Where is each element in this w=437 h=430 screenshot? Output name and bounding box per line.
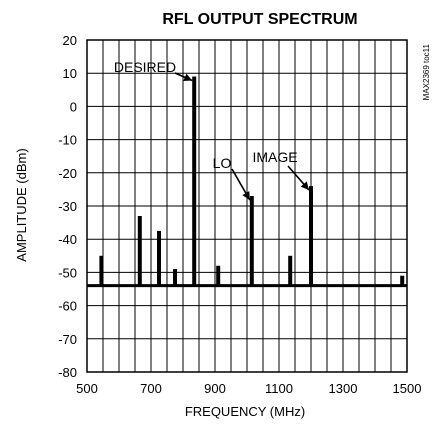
y-tick-label: -30 <box>58 199 77 214</box>
x-tick-label: 1100 <box>265 381 293 396</box>
annotation-label: LO <box>213 155 232 171</box>
y-tick-label: -20 <box>58 166 77 181</box>
spectral-peaks <box>87 76 407 288</box>
chart-title: RFL OUTPUT SPECTRUM <box>162 11 357 28</box>
x-tick-label: 500 <box>76 381 98 396</box>
y-tick-label: 20 <box>63 33 77 48</box>
x-axis-label: FREQUENCY (MHz) <box>185 404 305 419</box>
y-tick-label: -10 <box>58 133 77 148</box>
y-tick-label: -40 <box>58 232 77 247</box>
y-axis-label: AMPLITUDE (dBm) <box>14 148 29 261</box>
y-tick-label: -50 <box>58 265 77 280</box>
annotation-arrowhead <box>183 73 193 81</box>
y-tick-label: -60 <box>58 299 77 314</box>
annotations: DESIRED LO IMAGE <box>114 59 310 201</box>
y-tick-label: 0 <box>70 99 77 114</box>
x-tick-label: 700 <box>140 381 162 396</box>
plot-frame <box>86 39 408 373</box>
y-tick-label: -80 <box>58 365 77 380</box>
annotation-arrowhead <box>300 181 309 191</box>
x-tick-label: 1300 <box>329 381 358 396</box>
grid <box>87 40 407 372</box>
y-tick-label: 10 <box>63 66 77 81</box>
annotation-arrowhead <box>242 191 250 201</box>
figure-id-note: MAX2369 toc11 <box>422 43 431 100</box>
annotation-label: IMAGE <box>252 149 297 165</box>
x-tick-label: 900 <box>204 381 226 396</box>
annotation-label: DESIRED <box>114 59 176 75</box>
x-tick-label: 1500 <box>393 381 422 396</box>
y-tick-label: -70 <box>58 332 77 347</box>
